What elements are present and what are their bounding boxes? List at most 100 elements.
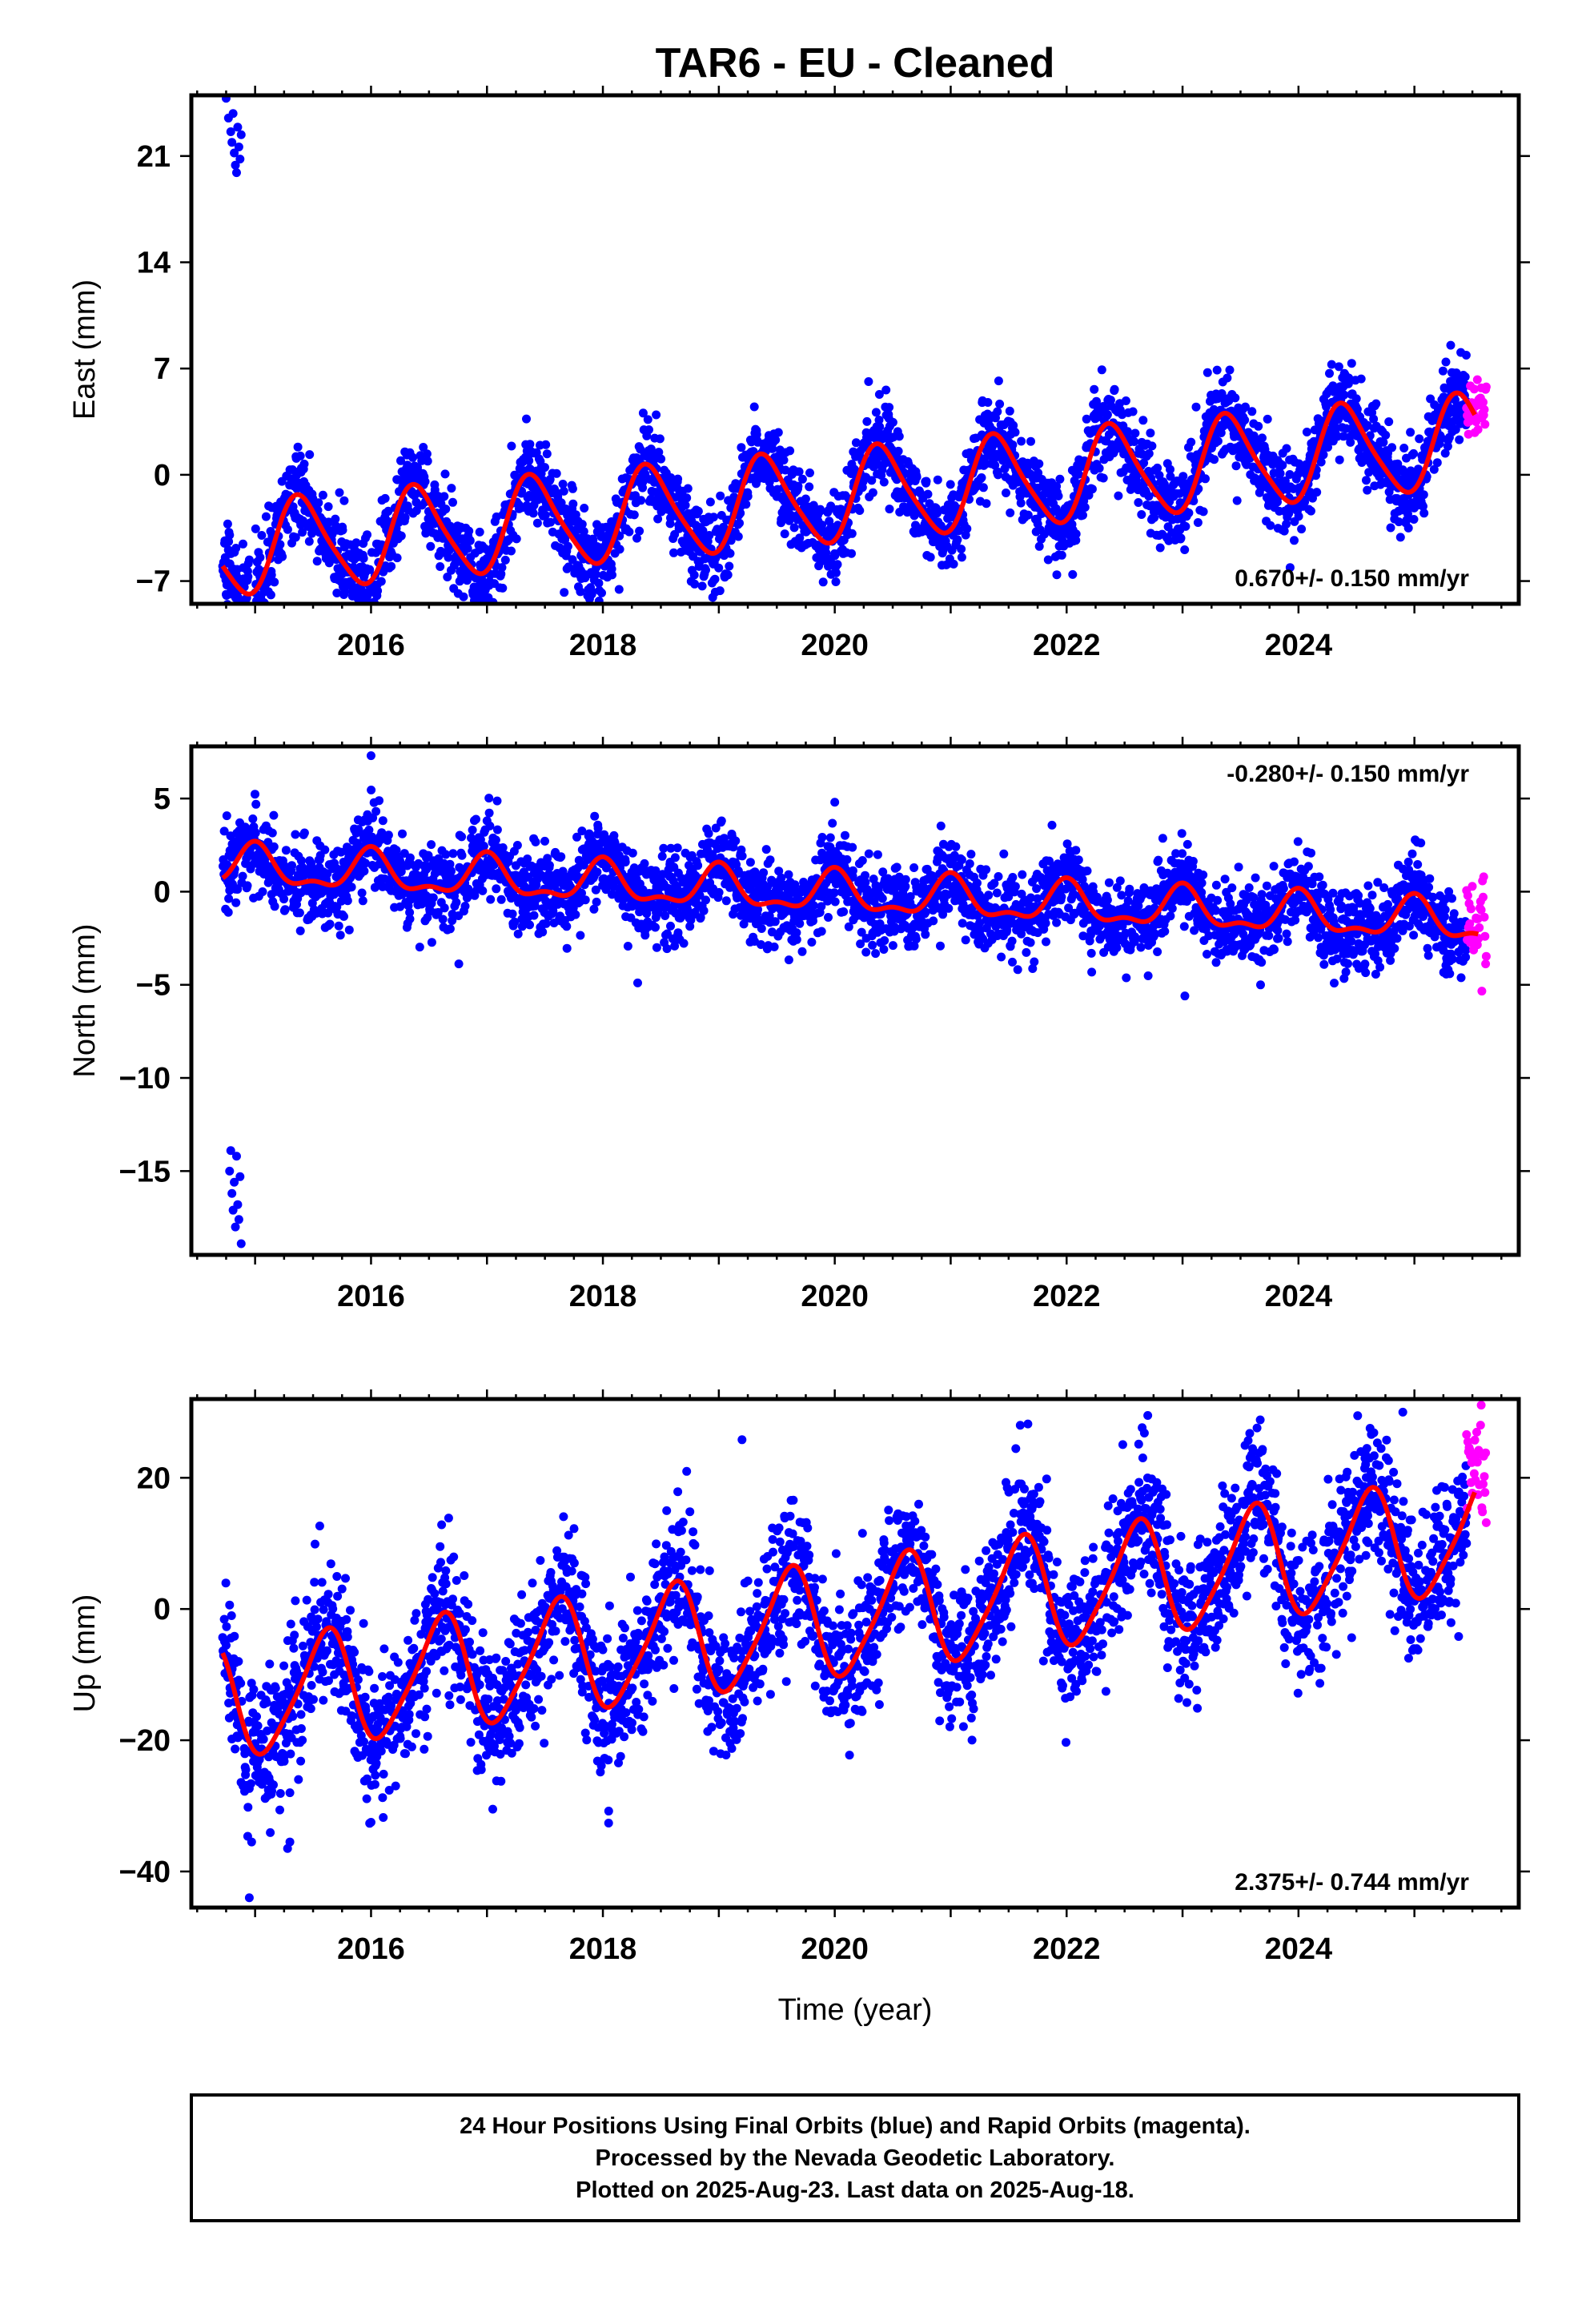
east-final-point <box>576 587 585 597</box>
east-final-point <box>392 553 402 563</box>
east-final-point <box>379 608 388 617</box>
east-final-point <box>1199 507 1208 517</box>
north-final-point <box>219 826 229 836</box>
east-final-point <box>1409 448 1419 458</box>
north-final-point <box>491 835 500 845</box>
east-final-point <box>872 458 881 468</box>
east-final-point <box>1040 529 1049 539</box>
east-final-point <box>559 486 568 496</box>
east-final-point <box>597 588 606 597</box>
north-final-point <box>817 927 826 936</box>
east-final-point <box>400 513 410 522</box>
east-rapid-point <box>1479 397 1488 407</box>
east-final-point <box>1078 510 1087 520</box>
east-final-point <box>777 515 786 524</box>
north-final-point <box>731 836 741 846</box>
east-final-point <box>1399 444 1409 452</box>
north-final-point <box>454 959 464 969</box>
east-final-point <box>735 518 744 528</box>
east-final-point <box>1344 373 1354 383</box>
east-final-point <box>1213 436 1223 446</box>
east-final-point <box>1364 468 1374 477</box>
east-final-point <box>340 587 350 597</box>
east-final-point <box>1178 472 1188 481</box>
east-final-point <box>830 551 840 561</box>
east-final-point <box>577 520 587 529</box>
east-final-point <box>257 531 267 540</box>
east-final-point <box>1346 437 1355 447</box>
east-final-point <box>580 504 589 513</box>
east-rapid-point <box>1480 404 1489 414</box>
north-final-point <box>358 896 367 906</box>
north-final-point <box>662 944 672 954</box>
east-final-point <box>1334 362 1343 372</box>
north-final-point <box>269 810 279 820</box>
east-final-point <box>1455 435 1464 444</box>
east-final-point <box>1016 498 1026 508</box>
east-final-point <box>1057 550 1066 560</box>
north-final-point <box>529 911 539 920</box>
east-final-point <box>241 621 250 629</box>
east-final-point <box>736 509 745 518</box>
east-final-point <box>1446 340 1456 350</box>
east-final-point <box>293 442 303 452</box>
east-final-point <box>785 446 795 456</box>
east-final-point <box>933 509 942 518</box>
north-final-point <box>479 842 488 850</box>
east-final-point <box>512 534 521 544</box>
east-final-point <box>1440 448 1450 458</box>
east-final-point <box>422 449 432 459</box>
east-final-point <box>1409 515 1419 524</box>
east-x-tick-label: 2016 <box>337 629 405 662</box>
east-final-point <box>541 440 551 449</box>
north-final-point <box>415 943 424 952</box>
east-final-point <box>1144 492 1154 501</box>
north-final-point <box>704 829 713 838</box>
east-final-point <box>809 501 818 510</box>
east-x-tick-label: 2018 <box>569 629 637 662</box>
east-final-point <box>1043 555 1053 565</box>
chart-title: TAR6 - EU - Cleaned <box>656 40 1055 86</box>
east-final-point <box>1017 436 1026 446</box>
north-final-point <box>492 796 502 806</box>
east-final-point <box>261 512 271 521</box>
east-final-point <box>705 497 715 507</box>
east-final-point <box>1452 368 1461 378</box>
east-final-point <box>564 562 573 572</box>
east-final-point <box>1006 508 1015 517</box>
east-final-point <box>448 497 457 507</box>
north-final-point <box>737 851 747 861</box>
north-final-point <box>484 794 494 803</box>
east-final-point <box>831 577 841 586</box>
east-final-point <box>475 527 484 537</box>
east-final-point <box>251 524 260 533</box>
east-final-point <box>993 407 1002 416</box>
east-final-point <box>1279 526 1289 536</box>
north-final-point <box>295 908 304 918</box>
east-final-point <box>1363 420 1372 430</box>
east-final-point <box>1282 444 1291 453</box>
north-final-point <box>571 910 580 919</box>
east-final-point <box>464 526 474 536</box>
north-final-point <box>478 886 488 895</box>
east-final-point <box>1254 421 1263 431</box>
east-final-point <box>1282 520 1291 529</box>
east-final-point <box>1419 509 1429 518</box>
east-final-point <box>705 531 714 540</box>
east-final-point <box>710 574 720 584</box>
north-final-point <box>457 850 467 860</box>
east-final-point <box>1201 474 1210 484</box>
east-final-point <box>1080 503 1090 512</box>
east-final-point <box>697 581 707 591</box>
east-final-point <box>635 526 644 536</box>
east-final-point <box>1193 518 1203 527</box>
east-final-point <box>655 434 665 444</box>
east-final-point <box>1128 407 1138 416</box>
east-final-point <box>1164 536 1174 545</box>
east-final-point <box>244 555 254 565</box>
east-y-axis-label: East (mm) <box>68 279 102 420</box>
north-final-point <box>693 861 703 870</box>
east-final-point <box>1034 468 1043 477</box>
east-final-point <box>1356 374 1366 384</box>
